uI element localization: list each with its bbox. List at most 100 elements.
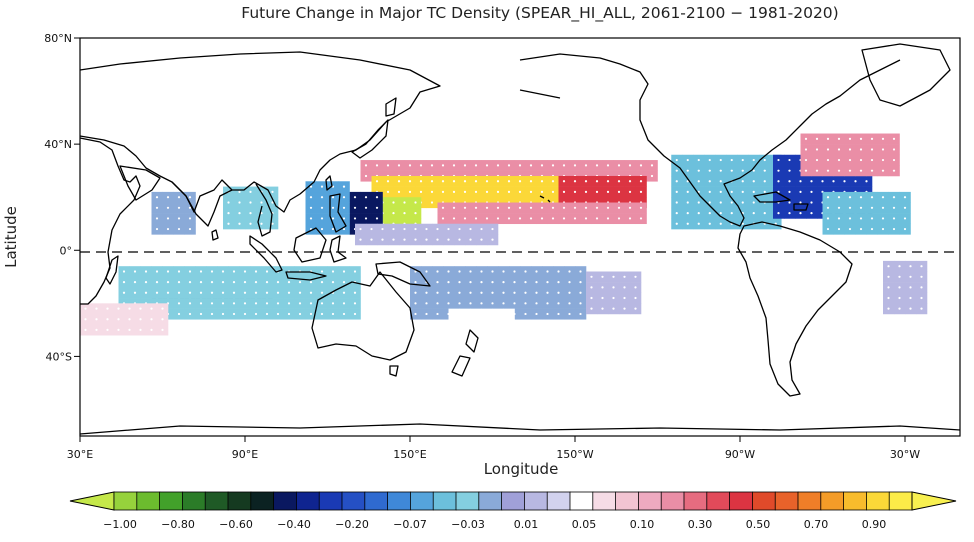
significance-dot: [675, 158, 678, 162]
significance-dot: [320, 206, 324, 209]
significance-dot: [892, 206, 896, 209]
significance-dot: [232, 270, 236, 273]
significance-dot: [260, 222, 263, 225]
significance-dot: [309, 217, 313, 220]
significance-dot: [788, 169, 791, 172]
significance-dot: [414, 212, 417, 215]
significance-dot: [403, 212, 406, 215]
significance-dot: [95, 318, 98, 321]
significance-dot: [309, 206, 313, 209]
significance-dot: [155, 281, 159, 284]
significance-dot: [513, 281, 516, 284]
significance-dot: [128, 307, 131, 310]
significance-dot: [502, 270, 505, 273]
significance-dot: [920, 265, 923, 268]
significance-dot: [557, 312, 560, 316]
significance-dot: [708, 158, 711, 162]
significance-dot: [788, 212, 791, 215]
significance-dot: [436, 302, 439, 305]
colorbar-swatch: [204, 491, 229, 511]
significance-dot: [832, 180, 835, 183]
significance-dot: [375, 206, 379, 209]
significance-dot: [601, 286, 604, 289]
significance-dot: [474, 164, 478, 167]
significance-dot: [403, 227, 406, 231]
significance-dot: [320, 312, 324, 316]
significance-dot: [447, 281, 450, 284]
significance-dot: [375, 180, 379, 183]
significance-dot: [320, 281, 324, 284]
significance-dot: [375, 196, 379, 199]
significance-dot: [403, 238, 406, 241]
significance-dot: [513, 291, 516, 294]
significance-dot: [221, 281, 225, 284]
significance-dot: [804, 137, 808, 140]
significance-dot: [309, 281, 313, 284]
significance-dot: [485, 190, 489, 193]
significance-dot: [364, 217, 368, 220]
significance-dot: [320, 270, 324, 273]
significance-dot: [507, 323, 511, 326]
significance-dot: [188, 291, 192, 294]
significance-dot: [425, 270, 428, 273]
significance-dot: [298, 281, 302, 284]
significance-dot: [870, 148, 874, 151]
significance-dot: [568, 302, 571, 305]
significance-dot: [166, 206, 170, 209]
significance-dot: [496, 217, 500, 220]
significance-dot: [870, 137, 874, 140]
significance-dot: [763, 190, 766, 193]
significance-dot: [788, 180, 791, 183]
significance-dot: [920, 296, 923, 300]
significance-dot: [425, 238, 428, 241]
significance-dot: [386, 164, 390, 167]
significance-dot: [177, 217, 181, 220]
lat-tick-label: 40°N: [44, 138, 72, 151]
colorbar-label: −0.40: [277, 518, 311, 531]
significance-dot: [238, 222, 241, 225]
significance-dot: [799, 201, 802, 204]
significance-dot: [606, 164, 610, 167]
significance-dot: [513, 148, 516, 151]
significance-dot: [441, 217, 445, 220]
significance-dot: [166, 217, 170, 220]
significance-dot: [881, 137, 885, 140]
significance-dot: [502, 302, 505, 305]
significance-dot: [719, 158, 722, 162]
significance-dot: [639, 206, 643, 209]
significance-dot: [634, 307, 637, 310]
significance-dot: [414, 281, 417, 284]
significance-dot: [452, 312, 456, 316]
significance-dot: [144, 270, 148, 273]
significance-dot: [155, 270, 159, 273]
significance-dot: [837, 196, 841, 199]
significance-dot: [815, 148, 819, 151]
significance-dot: [122, 281, 126, 284]
significance-dot: [584, 206, 588, 209]
significance-dot: [188, 217, 192, 220]
significance-dot: [524, 270, 527, 273]
significance-dot: [898, 286, 901, 289]
significance-dot: [601, 275, 604, 278]
significance-dot: [568, 291, 571, 294]
colorbar-swatch: [341, 491, 366, 511]
significance-dot: [408, 164, 412, 167]
significance-dot: [331, 227, 335, 231]
significance-dot: [227, 212, 230, 215]
significance-dot: [331, 217, 335, 220]
significance-dot: [177, 312, 181, 316]
colorbar-swatch: [843, 491, 868, 511]
significance-dot: [617, 217, 621, 220]
significance-dot: [95, 307, 98, 310]
significance-dot: [546, 312, 549, 316]
significance-dot: [491, 270, 494, 273]
significance-dot: [342, 302, 346, 305]
significance-dot: [628, 217, 632, 220]
significance-dot: [271, 190, 274, 193]
significance-dot: [188, 227, 192, 231]
significance-dot: [623, 286, 626, 289]
significance-dot: [584, 180, 588, 183]
significance-dot: [331, 270, 335, 273]
colorbar-max-arrow: [911, 491, 957, 511]
significance-dot: [612, 307, 615, 310]
